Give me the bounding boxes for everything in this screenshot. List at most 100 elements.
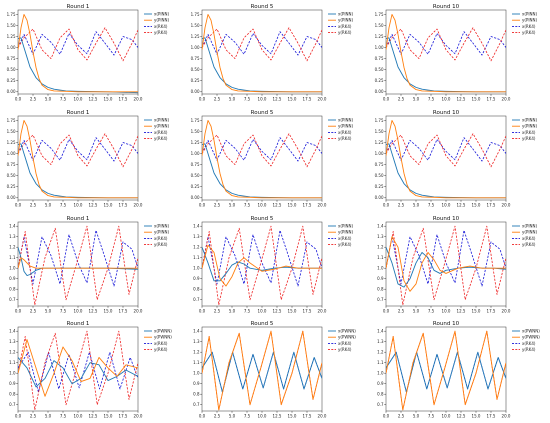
y-tick-label: 0.9 — [377, 381, 384, 386]
legend-label: y(PINN) — [338, 124, 354, 129]
y-tick-label: 0.9 — [193, 276, 200, 281]
legend-label: x(PWNN) — [338, 328, 356, 333]
x-tick-label: 17.5 — [303, 309, 312, 314]
series-line-y-rk4 — [386, 27, 506, 62]
y-tick-label: 1.50 — [191, 23, 200, 28]
y-tick-label: 1.50 — [7, 129, 16, 134]
x-tick-label: 15.0 — [472, 414, 481, 419]
plot-frame — [17, 9, 139, 95]
x-tick-label: 5.0 — [45, 414, 52, 419]
legend-label: y(PINN) — [522, 18, 538, 23]
y-tick-label: 1.0 — [193, 371, 200, 376]
legend-label: y(RK4) — [338, 136, 352, 141]
legend-label: y(PINN) — [154, 124, 170, 129]
x-tick-label: 15.0 — [288, 309, 297, 314]
x-tick-label: 2.5 — [30, 203, 37, 208]
y-tick-label: 1.2 — [377, 350, 384, 355]
series-line-y-rk4 — [18, 225, 138, 306]
x-tick-label: 12.5 — [273, 309, 282, 314]
series-line-y-rk4 — [386, 133, 506, 168]
x-tick-label: 0.0 — [199, 309, 206, 314]
legend-label: y(PWNN) — [154, 335, 172, 340]
x-tick-label: 2.5 — [398, 97, 405, 102]
chart-panel: Round 10 0.0 2.5 5.0 7.5 10.0 12.5 15.0 17.5 20.0… — [377, 216, 537, 314]
chart-title: Round 10 — [433, 110, 460, 116]
series-line-x-rk4 — [202, 351, 322, 393]
y-tick-label: 0.75 — [191, 56, 200, 61]
series-line-y-rk4 — [18, 330, 138, 411]
legend-label: y(PINN) — [154, 18, 170, 23]
chart-title: Round 10 — [433, 4, 460, 10]
x-tick-label: 0.0 — [15, 203, 22, 208]
x-tick-label: 17.5 — [303, 414, 312, 419]
y-tick-label: 0.75 — [375, 56, 384, 61]
x-tick-label: 7.5 — [244, 97, 251, 102]
x-tick-label: 15.0 — [104, 203, 113, 208]
y-tick-label: 0.8 — [9, 392, 16, 397]
x-tick-label: 10.0 — [74, 203, 83, 208]
legend-label: y(RK4) — [338, 347, 352, 352]
chart-title: Round 1 — [67, 321, 90, 327]
legend-label: y(RK4) — [338, 30, 352, 35]
x-tick-label: 7.5 — [428, 414, 435, 419]
x-tick-label: 17.5 — [119, 203, 128, 208]
y-tick-label: 1.2 — [9, 350, 16, 355]
x-tick-label: 15.0 — [288, 414, 297, 419]
y-tick-label: 1.00 — [375, 151, 384, 156]
series-line-x-model — [386, 247, 506, 288]
y-tick-label: 1.4 — [193, 224, 200, 229]
series-line-x-rk4 — [386, 31, 506, 56]
y-tick-label: 1.00 — [191, 151, 200, 156]
x-tick-label: 12.5 — [89, 203, 98, 208]
y-tick-label: 0.00 — [375, 89, 384, 94]
legend-label: x(RK4) — [522, 341, 536, 346]
x-tick-label: 7.5 — [428, 203, 435, 208]
x-tick-label: 20.0 — [134, 97, 143, 102]
y-tick-label: 1.00 — [7, 45, 16, 50]
x-tick-label: 17.5 — [487, 97, 496, 102]
x-tick-label: 0.0 — [15, 414, 22, 419]
x-tick-label: 20.0 — [318, 309, 327, 314]
y-tick-label: 0.7 — [193, 402, 200, 407]
y-tick-label: 0.00 — [7, 89, 16, 94]
y-tick-label: 1.25 — [375, 34, 384, 39]
y-tick-label: 0.9 — [9, 381, 16, 386]
x-tick-label: 17.5 — [119, 309, 128, 314]
x-tick-label: 0.0 — [383, 414, 390, 419]
y-tick-label: 1.0 — [377, 371, 384, 376]
series-line-x-rk4 — [386, 137, 506, 162]
legend-label: y(RK4) — [154, 347, 168, 352]
x-tick-label: 2.5 — [214, 203, 221, 208]
series-line-y-model — [18, 257, 138, 269]
x-tick-label: 17.5 — [119, 97, 128, 102]
plot-frame — [201, 115, 323, 201]
x-tick-label: 12.5 — [273, 97, 282, 102]
legend-label: x(RK4) — [522, 24, 536, 29]
legend-label: x(RK4) — [522, 236, 536, 241]
plot-frame — [385, 9, 507, 95]
x-tick-label: 15.0 — [288, 97, 297, 102]
y-tick-label: 1.1 — [377, 360, 384, 365]
legend-label: x(PWNN) — [154, 328, 172, 333]
chart-panel: Round 5 0.0 2.5 5.0 7.5 10.0 12.5 15.0 17.5 20.0 0… — [191, 4, 354, 102]
legend-label: y(PINN) — [154, 230, 170, 235]
x-tick-label: 12.5 — [89, 97, 98, 102]
y-tick-label: 0.75 — [7, 56, 16, 61]
series-line-y-model — [18, 119, 138, 199]
x-tick-label: 7.5 — [244, 203, 251, 208]
legend-label: y(RK4) — [154, 136, 168, 141]
y-tick-label: 1.4 — [9, 329, 16, 334]
chart-title: Round 10 — [433, 216, 460, 222]
y-tick-label: 0.25 — [191, 78, 200, 83]
x-tick-label: 5.0 — [229, 414, 236, 419]
y-tick-label: 0.25 — [191, 184, 200, 189]
x-tick-label: 5.0 — [413, 97, 420, 102]
y-tick-label: 1.25 — [191, 34, 200, 39]
x-tick-label: 10.0 — [258, 97, 267, 102]
legend-label: y(PWNN) — [522, 335, 540, 340]
series-line-x-rk4 — [18, 31, 138, 56]
x-tick-label: 2.5 — [30, 414, 37, 419]
x-tick-label: 10.0 — [74, 309, 83, 314]
x-tick-label: 0.0 — [199, 203, 206, 208]
series-line-x-rk4 — [386, 351, 506, 393]
